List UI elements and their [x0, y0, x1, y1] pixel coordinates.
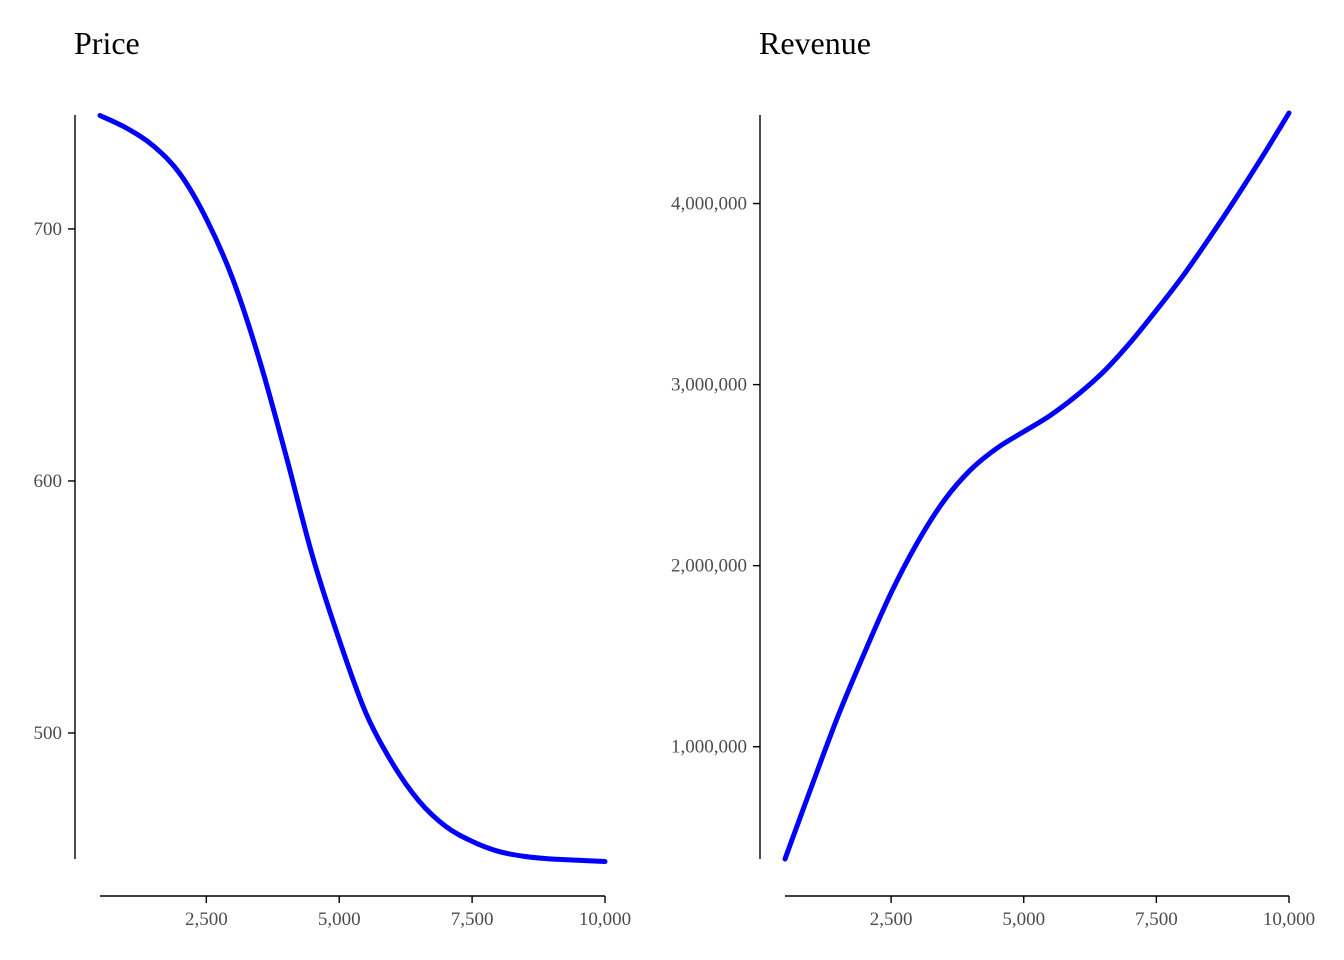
revenue-y-tick-label: 4,000,000: [671, 194, 747, 215]
price-series-line: [97, 113, 608, 865]
price-x-tick-label: 10,000: [579, 909, 631, 930]
revenue-panel: Revenue 1,000,000 2,000,000 3,000,000 4,000…: [671, 25, 1315, 930]
price-y-tick-label: 500: [34, 723, 63, 744]
revenue-y-tick-label: 2,000,000: [671, 556, 747, 577]
revenue-x-tick-label: 2,500: [870, 909, 913, 930]
price-y-ticks: 500 600 700: [34, 219, 75, 744]
price-x-ticks: 2,500 5,000 7,500 10,000: [185, 896, 631, 930]
revenue-y-ticks: 1,000,000 2,000,000 3,000,000 4,000,000: [671, 194, 760, 758]
price-x-tick-label: 2,500: [185, 909, 228, 930]
revenue-title: Revenue: [759, 25, 871, 61]
revenue-series-line: [782, 110, 1292, 862]
revenue-x-tick-label: 5,000: [1002, 909, 1045, 930]
price-panel: Price 500 600 700 2,500 5,000 7,500 10,000: [34, 25, 632, 930]
price-x-tick-label: 7,500: [451, 909, 494, 930]
revenue-y-tick-label: 1,000,000: [671, 737, 747, 758]
revenue-x-ticks: 2,500 5,000 7,500 10,000: [870, 896, 1315, 930]
price-y-tick-label: 700: [34, 219, 63, 240]
revenue-x-tick-label: 7,500: [1135, 909, 1178, 930]
price-x-tick-label: 5,000: [318, 909, 361, 930]
price-y-tick-label: 600: [34, 471, 63, 492]
price-title: Price: [74, 25, 140, 61]
revenue-y-tick-label: 3,000,000: [671, 375, 747, 396]
revenue-x-tick-label: 10,000: [1263, 909, 1315, 930]
